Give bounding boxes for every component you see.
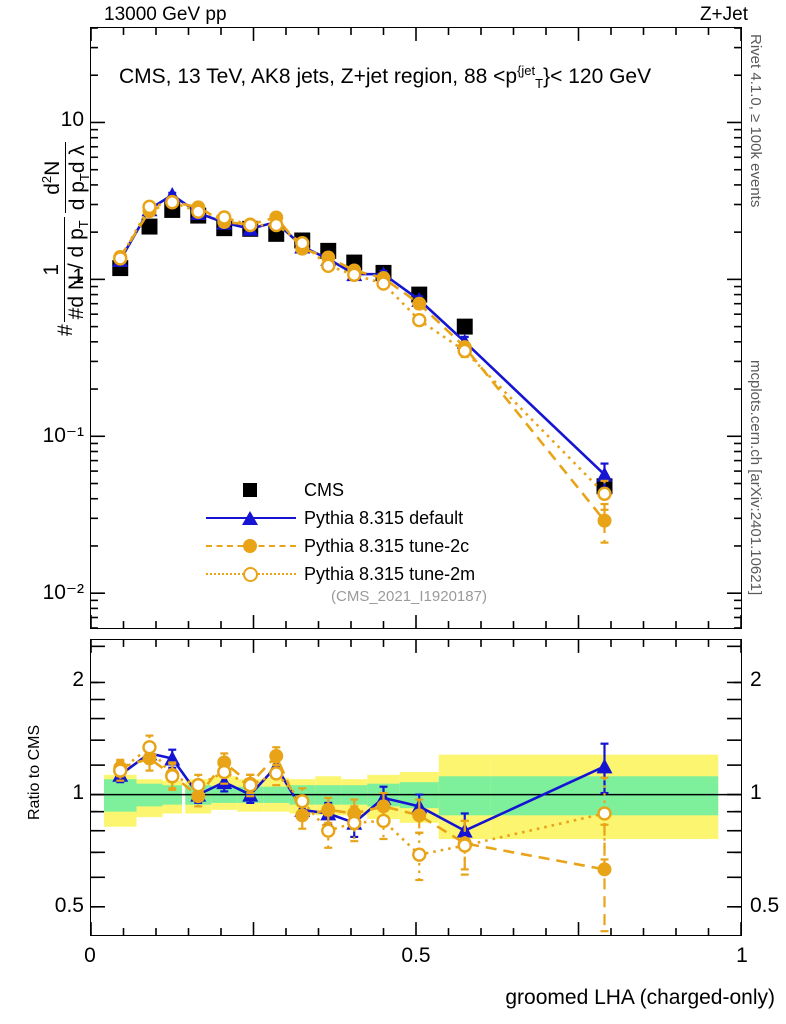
main-ytick-label: 10⁻¹ bbox=[42, 423, 84, 447]
plot-title: CMS, 13 TeV, AK8 jets, Z+jet region, 88 … bbox=[119, 63, 651, 91]
legend-entry-pythia-tune2m[interactable]: Pythia 8.315 tune-2m bbox=[206, 560, 475, 588]
legend-key-pythia-tune2c bbox=[206, 536, 296, 556]
legend-key-cms bbox=[206, 480, 296, 500]
plot-title-tail: }< 120 GeV bbox=[543, 65, 652, 88]
main-plot-canvas bbox=[91, 28, 741, 628]
header-process-label: Z+Jet bbox=[699, 4, 748, 25]
ratio-ytick-label-left: 2 bbox=[72, 667, 84, 691]
legend-key-pythia-default bbox=[206, 508, 296, 528]
legend-label-pythia-default: Pythia 8.315 default bbox=[304, 507, 464, 528]
legend-entry-cms[interactable]: CMS bbox=[206, 476, 475, 504]
header-collision-energy: 13000 GeV pp bbox=[104, 4, 227, 25]
main-plot-panel: CMS, 13 TeV, AK8 jets, Z+jet region, 88 … bbox=[90, 27, 742, 629]
ratio-plot-panel bbox=[90, 639, 742, 936]
legend-key-pythia-tune2m bbox=[206, 564, 296, 584]
x-tick-label: 0.5 bbox=[401, 944, 431, 967]
x-axis-title: groomed LHA (charged-only) bbox=[505, 986, 775, 1009]
main-ytick-label: 10 bbox=[60, 107, 84, 131]
main-ytick-label: 1 bbox=[72, 265, 84, 289]
ratio-plot-canvas bbox=[91, 640, 741, 935]
x-tick-label: 0 bbox=[84, 944, 96, 967]
x-tick-label: 1 bbox=[736, 944, 748, 967]
legend-entry-pythia-tune2c[interactable]: Pythia 8.315 tune-2c bbox=[206, 532, 475, 560]
plot-title-head: CMS, 13 TeV, AK8 jets, Z+jet region, 88 … bbox=[119, 65, 518, 88]
ratio-ytick-label-right: 2 bbox=[750, 667, 762, 691]
ratio-ytick-label-right: 1 bbox=[750, 780, 762, 804]
ratio-ytick-label-left: 0.5 bbox=[54, 893, 84, 917]
analysis-id-watermark: (CMS_2021_I1920187) bbox=[331, 588, 487, 605]
legend-label-pythia-tune2c: Pythia 8.315 tune-2c bbox=[304, 535, 470, 556]
legend-label-pythia-tune2m: Pythia 8.315 tune-2m bbox=[304, 563, 476, 584]
ratio-ytick-label-left: 1 bbox=[72, 780, 84, 804]
legend-entry-pythia-default[interactable]: Pythia 8.315 default bbox=[206, 504, 475, 532]
plot-title-sub: T bbox=[535, 76, 544, 92]
legend-label-cms: CMS bbox=[304, 479, 344, 500]
ratio-ytick-label-right: 0.5 bbox=[750, 893, 780, 917]
main-ytick-label: 10⁻² bbox=[42, 581, 84, 605]
plot-title-sup: {jet bbox=[517, 63, 536, 78]
plot-legend: CMS Pythia 8.315 default Pythia 8.315 tu… bbox=[206, 476, 475, 588]
